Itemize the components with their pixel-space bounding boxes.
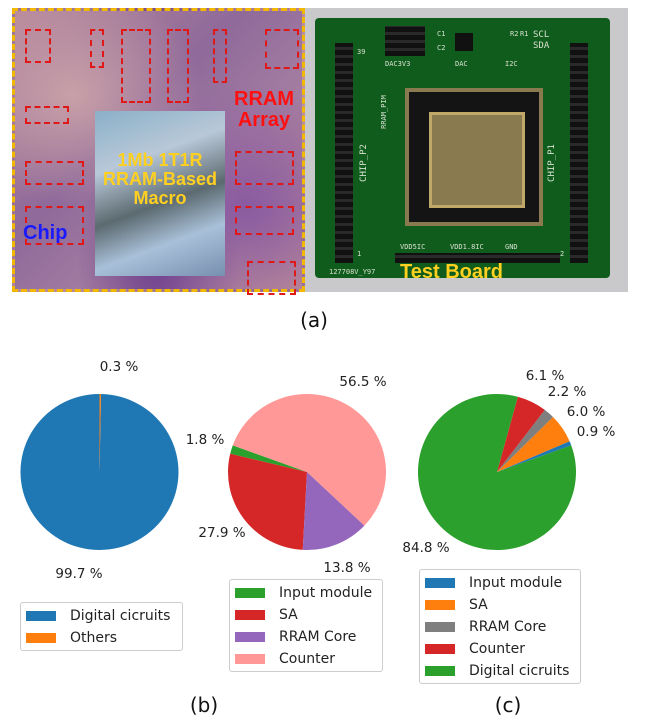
- silk-pin-2: 2: [560, 250, 565, 258]
- caption-b: (b): [189, 693, 219, 717]
- chip-label: Chip: [23, 222, 68, 244]
- legend-swatch: [235, 610, 265, 620]
- label-counter-pct: 56.5 %: [339, 374, 387, 390]
- legend-label: RRAM Core: [469, 619, 547, 635]
- label-input-pct: 1.8 %: [185, 432, 225, 448]
- pie-slice-counter: [497, 396, 545, 472]
- legend-label: Digital cicruits: [70, 608, 171, 624]
- legend-item: RRAM Core: [425, 616, 575, 638]
- caption-c: (c): [494, 693, 522, 717]
- label-rram-pct: 13.8 %: [323, 560, 371, 576]
- silk-sda: SDA: [533, 41, 550, 51]
- pie-slice-rram-core: [497, 409, 554, 472]
- legend-item: Digital cicruits: [26, 605, 177, 627]
- chip-package: [405, 88, 543, 226]
- pin-header-left: [335, 43, 353, 263]
- legend-item: Counter: [235, 648, 377, 670]
- label-others-pct: 0.3 %: [99, 359, 139, 375]
- rram-array-label: RRAM Array: [234, 89, 294, 131]
- silk-r2: R2: [510, 30, 519, 38]
- silk-c1: C1: [437, 30, 446, 38]
- legend-item: Others: [26, 627, 177, 649]
- legend-item: Input module: [425, 572, 575, 594]
- legend-swatch: [425, 578, 455, 588]
- label-digital-pct: 99.7 %: [55, 566, 103, 582]
- legend-swatch: [26, 633, 56, 643]
- legend-swatch: [425, 622, 455, 632]
- chip-micrograph: Chip RRAM Array 1Mb 1T1R RRAM-Based Macr…: [12, 8, 305, 295]
- legend-label: Others: [70, 630, 118, 646]
- silk-pin-1: 1: [357, 250, 362, 258]
- silk-r1: R1: [520, 30, 529, 38]
- chip-die: [429, 112, 525, 208]
- legend-swatch: [425, 666, 455, 676]
- pcb: DAC3V3 DAC I2C SCL SDA CHIP_P2 CHIP_P1 R…: [315, 18, 610, 278]
- legend-item: RRAM Core: [235, 626, 377, 648]
- legend-label: Input module: [279, 585, 373, 601]
- pie-slice-sa: [497, 416, 570, 472]
- pie-slice-others: [99, 394, 101, 472]
- silk-pin-39: 39: [357, 48, 366, 56]
- legend-label: Input module: [469, 575, 563, 591]
- silk-scl: SCL: [533, 30, 550, 40]
- rram-array-label-line1: RRAM: [234, 88, 294, 110]
- legend-label: SA: [279, 607, 298, 623]
- silk-dac3v3: DAC3V3: [385, 60, 411, 68]
- legend-swatch: [235, 588, 265, 598]
- caption-a: (a): [300, 308, 328, 332]
- rram-array-label-line2: Array: [237, 109, 291, 131]
- pie-slice-sa: [228, 453, 307, 550]
- silk-vdd18ic: VDD1.8IC: [450, 243, 484, 251]
- legend-swatch: [26, 611, 56, 621]
- test-board-photo: DAC3V3 DAC I2C SCL SDA CHIP_P2 CHIP_P1 R…: [305, 8, 628, 292]
- silk-i2c: I2C: [505, 60, 518, 68]
- legend-label: RRAM Core: [279, 629, 357, 645]
- label-c-rram-pct: 2.2 %: [547, 384, 587, 400]
- pin-header-power: [395, 253, 560, 263]
- silk-c2: C2: [437, 44, 446, 52]
- legend-swatch: [235, 632, 265, 642]
- test-board-label: Test Board: [400, 261, 503, 283]
- legend-swatch: [425, 600, 455, 610]
- dac-chip: [455, 33, 473, 51]
- legend-item: Digital cicruits: [425, 660, 575, 682]
- pie-slice-input-module: [497, 441, 572, 472]
- silk-gnd: GND: [505, 243, 518, 251]
- label-c-digital-pct: 84.8 %: [402, 540, 450, 556]
- pie-slice-input-module: [230, 445, 307, 472]
- legend-label: Counter: [279, 651, 335, 667]
- legend-label: Digital cicruits: [469, 663, 570, 679]
- pie-slice-counter: [232, 394, 386, 526]
- legend-b2: Input module SA RRAM Core Counter: [229, 579, 383, 672]
- legend-item: SA: [235, 604, 377, 626]
- pie-slice-rram-core: [302, 472, 365, 550]
- legend-item: Counter: [425, 638, 575, 660]
- silk-vdd5ic: VDD5IC: [400, 243, 426, 251]
- legend-item: Input module: [235, 582, 377, 604]
- macro-label-line1: 1Mb 1T1R: [117, 150, 203, 170]
- legend-label: SA: [469, 597, 488, 613]
- legend-c: Input module SA RRAM Core Counter Digital ci…: [419, 569, 581, 684]
- legend-swatch: [235, 654, 265, 664]
- pie-slice-digital-cicruits: [418, 394, 576, 550]
- label-sa-pct: 27.9 %: [198, 525, 246, 541]
- macro-region: [95, 111, 225, 276]
- macro-label-line3: Macro: [133, 187, 187, 208]
- pie-slice-digital-cicruits: [20, 394, 179, 550]
- label-c-sa-pct: 6.0 %: [566, 404, 606, 420]
- legend-label: Counter: [469, 641, 525, 657]
- legend-swatch: [425, 644, 455, 654]
- label-c-counter-pct: 6.1 %: [525, 368, 565, 384]
- pin-header-dac: [385, 26, 425, 56]
- silk-board-id: 127708V_Y97: [329, 268, 376, 276]
- label-c-input-pct: 0.9 %: [576, 424, 616, 440]
- legend-b1: Digital cicruits Others: [20, 602, 183, 651]
- legend-item: SA: [425, 594, 575, 616]
- macro-label-line2: RRAM-Based: [102, 168, 217, 189]
- pin-header-right: [570, 43, 588, 263]
- silk-dac: DAC: [455, 60, 468, 68]
- macro-label: 1Mb 1T1R RRAM-Based Macro: [85, 151, 235, 208]
